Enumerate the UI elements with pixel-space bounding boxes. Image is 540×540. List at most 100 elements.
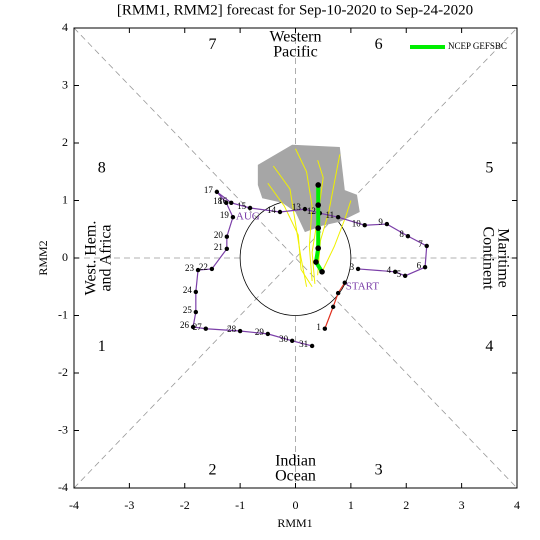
day-label: 4: [387, 265, 392, 275]
data-point: [330, 304, 336, 310]
day-label: 31: [299, 339, 308, 349]
x-tick-label: 1: [348, 498, 354, 512]
x-tick-label: -3: [124, 498, 134, 512]
start-label: START: [346, 280, 380, 292]
day-label: 19: [220, 210, 230, 220]
data-point: [265, 331, 271, 337]
y-tick-label: 1: [62, 192, 68, 206]
phase-label: 2: [208, 461, 216, 478]
day-label: 20: [214, 230, 224, 240]
region-label: West. Hem.: [83, 221, 100, 296]
region-label: Continent: [479, 226, 496, 290]
data-point: [384, 221, 390, 227]
y-tick-label: -1: [58, 307, 68, 321]
data-point: [355, 266, 361, 272]
data-point: [319, 269, 325, 275]
day-label: 16: [218, 196, 228, 206]
day-label: 30: [279, 334, 289, 344]
data-point: [193, 309, 199, 315]
data-point: [322, 326, 328, 331]
region-label: Pacific: [273, 44, 317, 61]
data-point: [302, 206, 308, 212]
ensemble-member: [322, 200, 352, 270]
y-axis-label: RMM2: [36, 240, 50, 275]
phase-label: 6: [375, 36, 383, 53]
y-tick-label: -4: [58, 480, 68, 494]
data-point: [277, 209, 283, 215]
day-label: 5: [397, 269, 402, 279]
day-label: 14: [267, 205, 277, 215]
observed-line: [324, 282, 346, 329]
y-tick-label: -2: [58, 365, 68, 379]
day-label: 25: [183, 305, 193, 315]
data-point: [315, 202, 322, 208]
chart-title: [RMM1, RMM2] forecast for Sep-10-2020 to…: [117, 2, 473, 18]
guide-line: [73, 27, 518, 489]
data-point: [405, 233, 411, 239]
month-label: AUG: [236, 211, 260, 223]
y-tick-label: 0: [62, 250, 68, 264]
day-label: 12: [307, 206, 316, 216]
phase-label: 8: [98, 160, 106, 177]
data-point: [230, 214, 236, 220]
data-point: [209, 266, 215, 272]
phase-label: 4: [485, 338, 493, 355]
day-label: 1: [316, 322, 321, 332]
phase-label: 7: [208, 36, 216, 53]
data-point: [362, 223, 367, 228]
data-point: [335, 290, 341, 296]
data-point: [195, 267, 201, 273]
day-label: 21: [214, 242, 223, 252]
x-tick-label: -4: [69, 498, 79, 512]
data-point: [392, 269, 398, 274]
phase-label: 1: [98, 338, 106, 355]
y-tick-label: 3: [62, 77, 68, 91]
ensemble-member: [272, 165, 308, 287]
data-point: [203, 326, 208, 331]
y-tick-label: 2: [62, 135, 68, 149]
x-tick-label: 4: [514, 498, 520, 512]
ensemble-member: [267, 182, 313, 288]
data-point: [309, 343, 315, 349]
x-tick-label: -1: [235, 498, 245, 512]
ensemble-member: [295, 148, 313, 282]
legend-label: NCEP GEFSBC: [448, 41, 507, 51]
day-label: 24: [183, 285, 193, 295]
data-point: [402, 273, 408, 279]
day-label: 3: [350, 262, 355, 272]
region-label: Western: [269, 29, 321, 46]
data-point: [342, 280, 347, 285]
data-point: [224, 246, 230, 251]
data-point: [315, 245, 322, 252]
day-label: 9: [378, 217, 383, 227]
data-point: [289, 338, 295, 343]
region-label: Ocean: [275, 468, 316, 485]
day-label: 15: [237, 201, 247, 211]
data-point: [424, 243, 429, 249]
data-point: [193, 289, 199, 295]
data-point: [237, 328, 243, 334]
data-point: [214, 189, 220, 195]
guide-line: [73, 27, 518, 489]
day-label: 29: [255, 327, 265, 337]
region-label: Maritime: [494, 228, 511, 288]
day-label: 28: [227, 324, 237, 334]
day-label: 26: [180, 320, 190, 330]
day-label: 7: [418, 239, 423, 249]
day-label: 27: [193, 322, 203, 332]
region-label: and Africa: [98, 224, 115, 291]
data-point: [422, 265, 428, 270]
data-point: [224, 234, 230, 239]
day-label: 11: [325, 210, 334, 220]
y-tick-label: -3: [58, 422, 68, 436]
phase-label: 5: [485, 160, 493, 177]
data-point: [224, 200, 229, 205]
x-tick-label: 2: [403, 498, 409, 512]
data-point: [229, 200, 234, 205]
x-tick-label: -2: [180, 498, 190, 512]
day-label: 22: [199, 262, 208, 272]
day-label: 13: [292, 202, 302, 212]
data-point: [315, 182, 322, 188]
